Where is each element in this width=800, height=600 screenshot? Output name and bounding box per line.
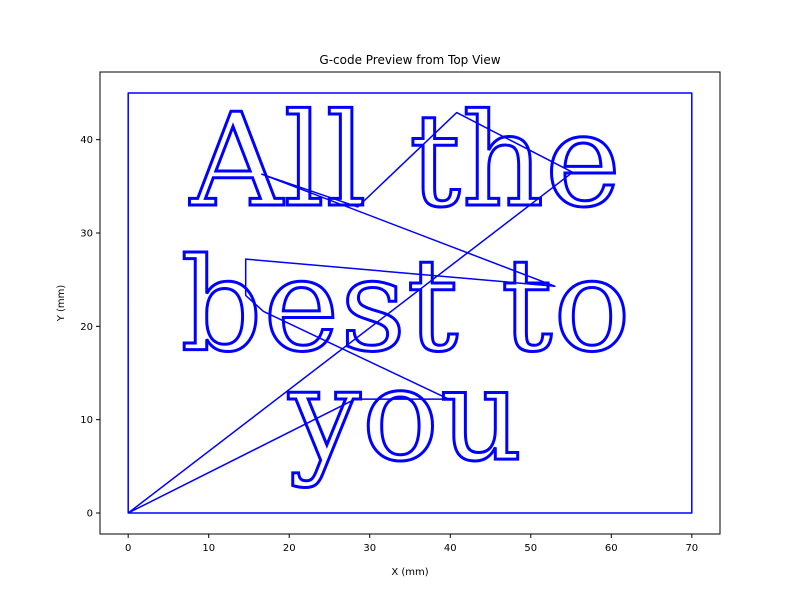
y-tick-label: 10 (80, 415, 93, 426)
gcode-text-line-2: best to (181, 232, 632, 381)
x-tick-label: 40 (444, 543, 457, 554)
x-tick-label: 20 (283, 543, 296, 554)
gcode-text-line-1: All the (189, 87, 622, 236)
x-tick-label: 50 (524, 543, 537, 554)
chart-title: G-code Preview from Top View (319, 53, 500, 67)
x-axis-label: X (mm) (391, 567, 428, 578)
y-tick-label: 30 (80, 229, 93, 240)
plot-frame (99, 71, 721, 535)
x-axis: 0 10 20 30 40 50 60 70 (125, 534, 698, 554)
y-tick-label: 0 (87, 509, 93, 520)
gcode-text-line-3: you (288, 341, 524, 490)
y-axis-label: Y (mm) (56, 285, 67, 323)
x-tick-label: 70 (685, 543, 698, 554)
x-tick-label: 30 (363, 543, 376, 554)
y-axis: 0 10 20 30 40 (80, 135, 100, 520)
y-tick-label: 40 (80, 135, 93, 146)
x-tick-label: 0 (125, 543, 131, 554)
x-tick-label: 10 (202, 543, 215, 554)
series-path-0 (127, 92, 693, 514)
x-tick-label: 60 (605, 543, 618, 554)
y-tick-label: 20 (80, 322, 93, 333)
